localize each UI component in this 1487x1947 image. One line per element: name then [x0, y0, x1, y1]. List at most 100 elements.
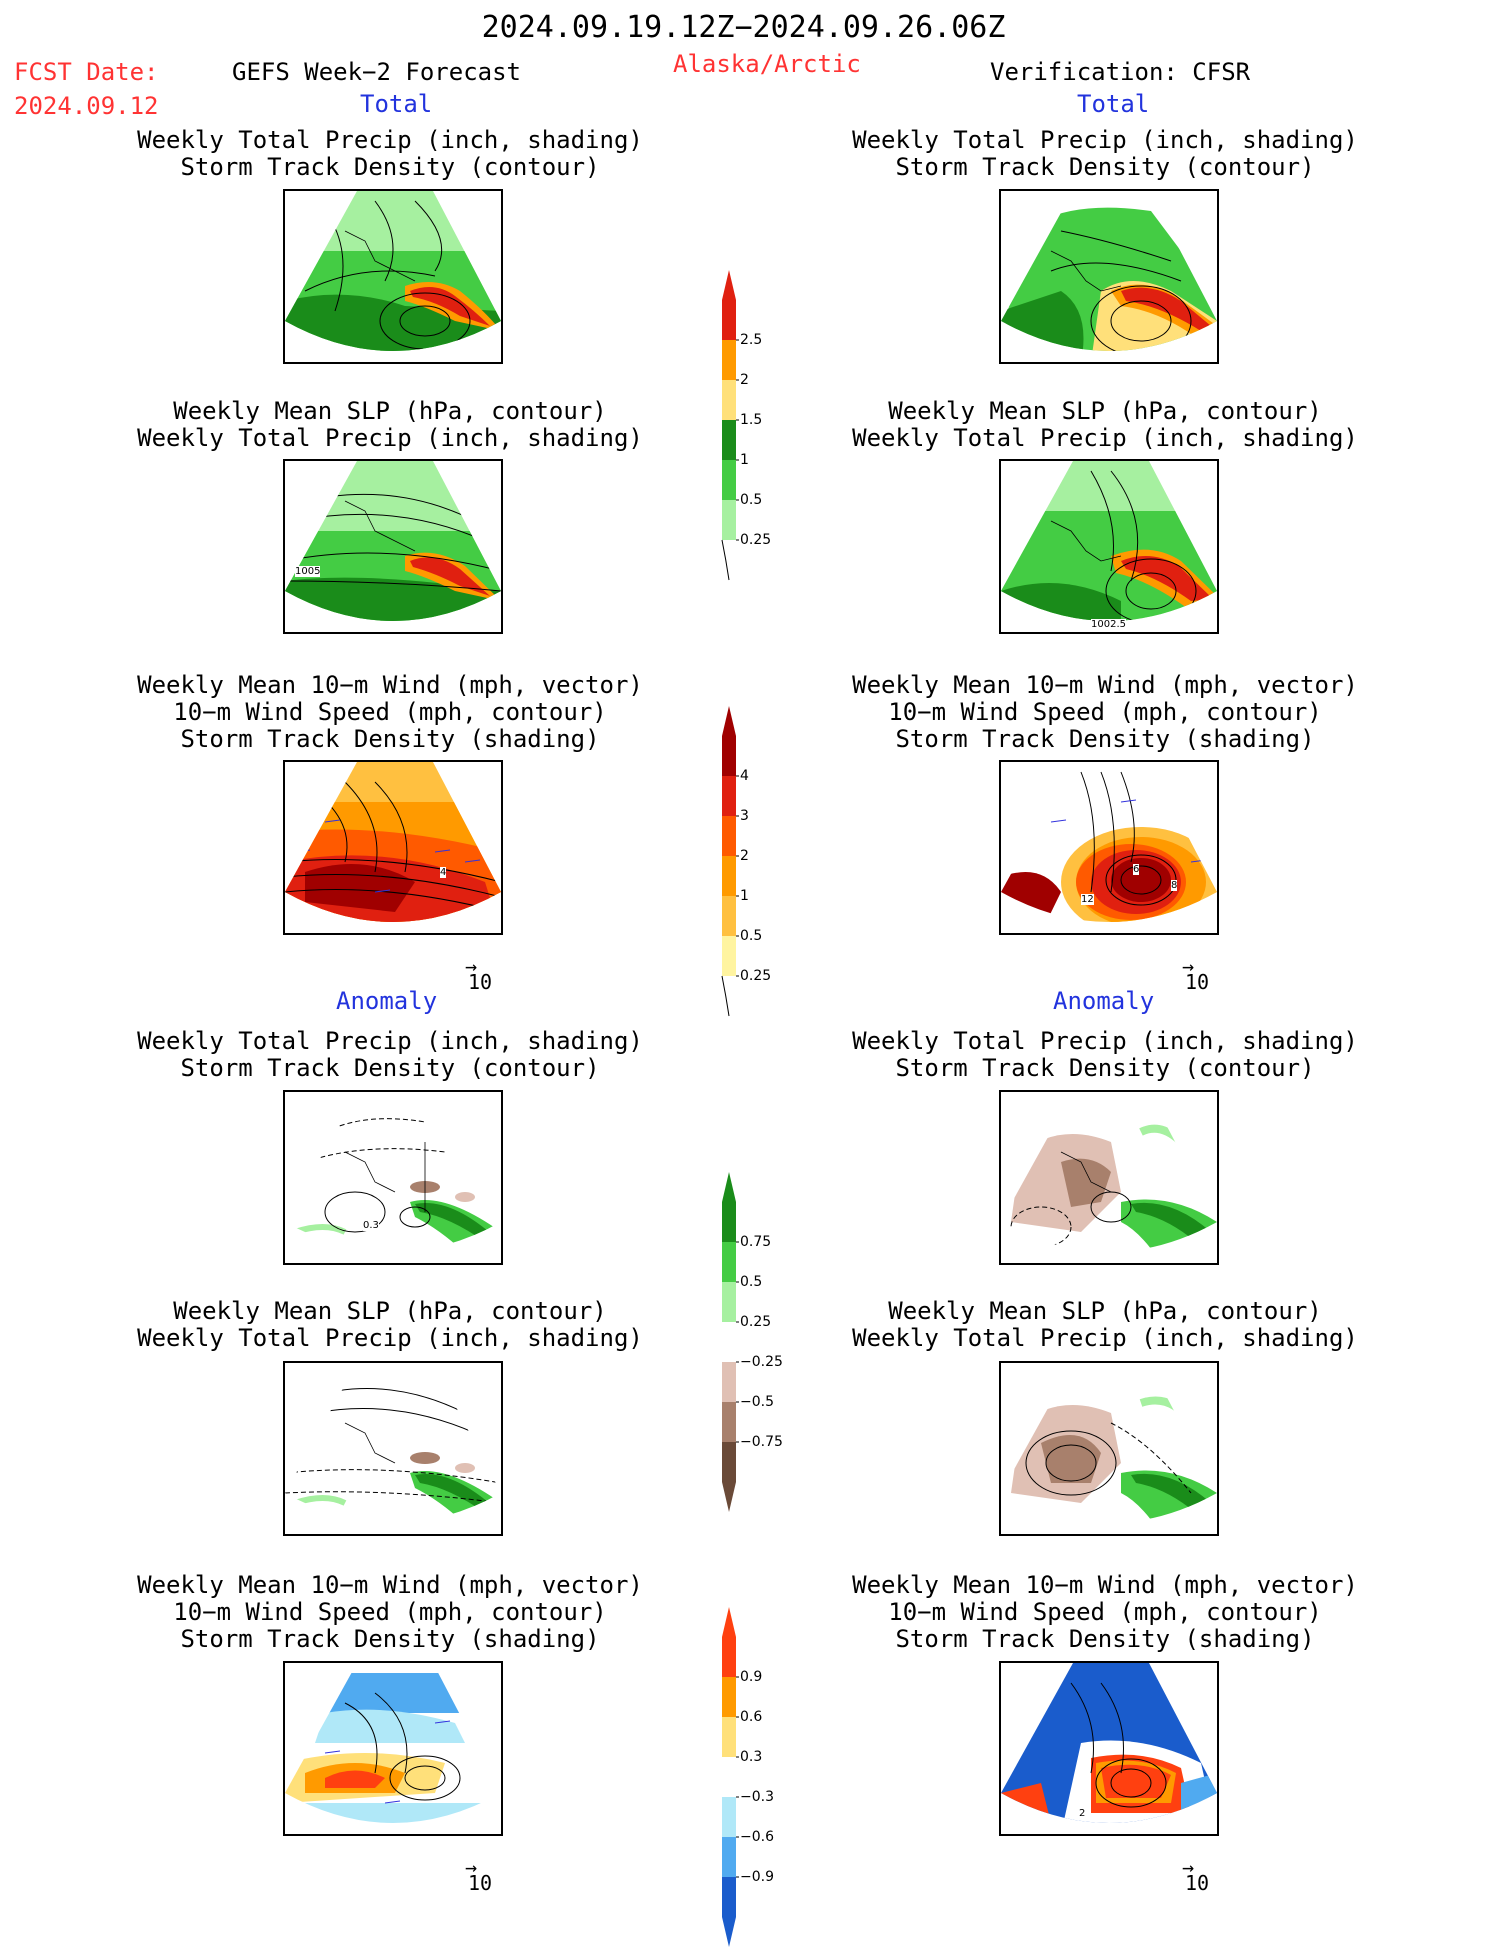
panel-title-total-wind-left: Weekly Mean 10−m Wind (mph, vector) 10−m… [137, 671, 643, 753]
map-anom-slp-left [283, 1361, 503, 1536]
colorbar-tick-label: 0.5 [740, 928, 762, 944]
panel-title-total-wind-right: Weekly Mean 10−m Wind (mph, vector) 10−m… [852, 671, 1358, 753]
section-anomaly-right: Anomaly [1053, 987, 1155, 1015]
panel-title-anom-wind-right: Weekly Mean 10−m Wind (mph, vector) 10−m… [852, 1571, 1358, 1653]
wind-contour-label: 12 [1081, 894, 1094, 905]
colorbar-tick-label: 1 [740, 452, 749, 468]
colorbar-segment [722, 1362, 736, 1402]
region-title: Alaska/Arctic [673, 50, 861, 78]
colorbar-tick-label: −0.9 [740, 1869, 774, 1885]
colorbar-tick-label: −0.25 [740, 1354, 783, 1370]
colorbar-segment [722, 1677, 736, 1717]
colorbar-segment [722, 300, 736, 340]
panel-title-total-precip-left: Weekly Total Precip (inch, shading) Stor… [137, 126, 643, 181]
colorbar-segment [722, 1757, 736, 1797]
colorbar-segment [722, 816, 736, 856]
colorbar-segment [722, 896, 736, 936]
colorbar-segment [722, 500, 736, 540]
colorbar-segment [722, 1402, 736, 1442]
colorbar-tick-label: 1 [740, 888, 749, 904]
colorbar-bottom-tail [721, 539, 730, 581]
anom-wind-contour-label: 2 [1079, 1808, 1086, 1819]
colorbar-segment [722, 856, 736, 896]
colorbar-tick-label: 2 [740, 372, 749, 388]
colorbar-segment [722, 1797, 736, 1837]
wind-contour-label: 6 [1133, 864, 1140, 875]
map-anom-wind-left [283, 1661, 503, 1836]
fcst-date-label: FCST Date: [14, 58, 159, 86]
map-anom-slp-right [999, 1361, 1219, 1536]
panel-title-anom-slp-left: Weekly Mean SLP (hPa, contour) Weekly To… [137, 1297, 643, 1352]
panel-title-anom-precip-left: Weekly Total Precip (inch, shading) Stor… [137, 1027, 643, 1082]
model-title: GEFS Week−2 Forecast [232, 58, 521, 86]
colorbar-tick-label: −0.5 [740, 1394, 774, 1410]
vector-scale-label: 10 [1185, 1871, 1210, 1895]
map-total-precip-right [999, 189, 1219, 364]
colorbar-segment [722, 340, 736, 380]
colorbar-tick-label: 0.5 [740, 492, 762, 508]
date-range-title: 2024.09.19.12Z−2024.09.26.06Z [481, 10, 1006, 45]
fcst-date-value: 2024.09.12 [14, 92, 159, 120]
slp-contour-label: 1005 [295, 566, 321, 577]
vector-scale-arrow-icon: → [465, 1855, 478, 1879]
verification-title: Verification: CFSR [990, 58, 1251, 86]
map-anom-precip-left: 0.3 [283, 1090, 503, 1265]
colorbar-segment [722, 1322, 736, 1362]
colorbar-tick-label: 4 [740, 768, 749, 784]
panel-title-total-slp-left: Weekly Mean SLP (hPa, contour) Weekly To… [137, 397, 643, 452]
map-total-slp-right: 1002.5 [999, 459, 1219, 634]
panel-title-total-precip-right: Weekly Total Precip (inch, shading) Stor… [852, 126, 1358, 181]
colorbar-bottom-arrow [722, 1917, 736, 1947]
colorbar-top-arrow [722, 1172, 736, 1202]
vector-scale-label: 10 [1185, 970, 1210, 994]
section-total-right: Total [1077, 90, 1150, 118]
panel-title-anom-wind-left: Weekly Mean 10−m Wind (mph, vector) 10−m… [137, 1571, 643, 1653]
colorbar-tick-label: 1.5 [740, 412, 762, 428]
colorbar-tick-label: −0.75 [740, 1434, 783, 1450]
colorbar-segment [722, 1717, 736, 1757]
colorbar-tick-label: 0.9 [740, 1669, 762, 1685]
colorbar-segment [722, 380, 736, 420]
vector-scale-label: 10 [468, 970, 493, 994]
colorbar-precip-anom: 0.75 0.5 0.25 −0.25 −0.5 −0.75 [722, 1172, 792, 1512]
vector-scale-arrow-icon: → [465, 954, 478, 978]
colorbar-tick-label: 0.3 [740, 1749, 762, 1765]
colorbar-segment [722, 1442, 736, 1482]
colorbar-tick-label: 2.5 [740, 332, 762, 348]
colorbar-segment [722, 1637, 736, 1677]
colorbar-bottom-tail [721, 975, 730, 1017]
colorbar-segment [722, 1877, 736, 1917]
colorbar-segment [722, 736, 736, 776]
vector-scale-label: 10 [468, 1871, 493, 1895]
section-total-left: Total [360, 90, 433, 118]
colorbar-segment [722, 1242, 736, 1282]
panel-title-anom-precip-right: Weekly Total Precip (inch, shading) Stor… [852, 1027, 1358, 1082]
section-anomaly-left: Anomaly [336, 987, 438, 1015]
colorbar-storm-total: 4 3 2 1 0.5 0.25 [721, 706, 792, 1017]
colorbar-bottom-arrow [722, 1482, 736, 1512]
colorbar-top-arrow [722, 1607, 736, 1637]
vector-scale-arrow-icon: → [1182, 954, 1195, 978]
colorbar-top-arrow [722, 706, 736, 736]
colorbar-segment [722, 936, 736, 976]
map-total-slp-left: 1005 [283, 459, 503, 634]
slp-contour-label: 1002.5 [1091, 619, 1126, 630]
map-anom-wind-right: 2 [999, 1661, 1219, 1836]
map-total-precip-left [283, 189, 503, 364]
anom-contour-label: 0.3 [363, 1220, 379, 1231]
colorbar-segment [722, 420, 736, 460]
colorbar-segment [722, 460, 736, 500]
colorbar-tick-label: −0.3 [740, 1789, 774, 1805]
colorbar-tick-label: 0.5 [740, 1274, 762, 1290]
colorbar-tick-label: 3 [740, 808, 749, 824]
map-anom-precip-right [999, 1090, 1219, 1265]
wind-contour-label: 4 [440, 867, 447, 878]
colorbar-tick-label: −0.6 [740, 1829, 774, 1845]
colorbar-precip-total: 2.5 2 1.5 1 0.5 0.25 [721, 270, 792, 581]
vector-scale-arrow-icon: → [1182, 1855, 1195, 1879]
colorbar-storm-anom: 0.9 0.6 0.3 −0.3 −0.6 −0.9 [722, 1607, 792, 1947]
colorbar-tick-label: 2 [740, 848, 749, 864]
wind-contour-label: 8 [1171, 880, 1178, 891]
colorbar-tick-label: 0.25 [740, 968, 771, 984]
colorbar-segment [722, 1282, 736, 1322]
